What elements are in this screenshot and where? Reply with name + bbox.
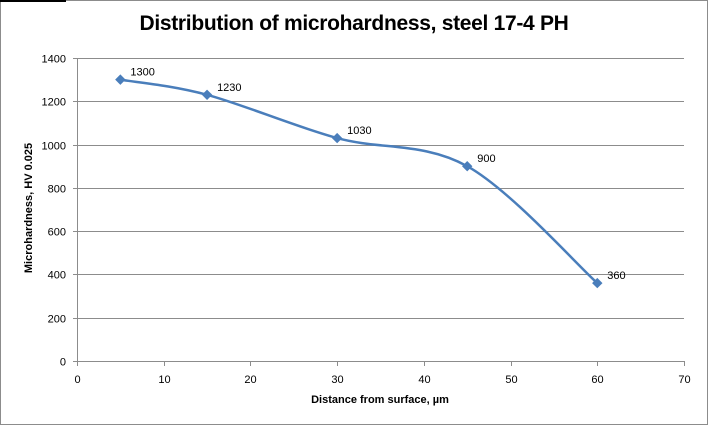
data-label-0: 1300: [130, 67, 154, 79]
data-point-3: [462, 161, 473, 172]
data-label-4: 360: [607, 270, 625, 282]
x-axis-label: Distance from surface, µm: [311, 394, 449, 406]
data-point-4: [592, 277, 603, 289]
x-tick-label-50: 50: [505, 374, 517, 386]
y-tick-label-600: 600: [48, 227, 66, 239]
y-tick-label-800: 800: [48, 184, 66, 196]
y-tick-label-1000: 1000: [42, 141, 66, 153]
data-label-2: 1030: [347, 125, 371, 137]
data-point-1: [201, 89, 213, 100]
y-tick-label-200: 200: [48, 314, 66, 326]
x-tick-label-10: 10: [158, 374, 170, 386]
tick-labels: 0 200 400 600 800 1000 1200 1400 0 10 20 30 40 50 60 70: [42, 54, 691, 387]
x-tick-label-60: 60: [591, 374, 603, 386]
data-label-3: 900: [477, 153, 495, 165]
corner-mark: [0, 0, 66, 2]
y-tick-label-1200: 1200: [42, 97, 66, 109]
data-label-1: 1230: [217, 82, 241, 94]
x-tick-label-20: 20: [244, 374, 256, 386]
y-tick-label-400: 400: [48, 270, 66, 282]
data-point-2: [331, 132, 343, 144]
axes: [73, 58, 685, 366]
y-axis-label: Microhardness, HV 0.025: [23, 143, 35, 273]
y-tick-label-0: 0: [60, 357, 66, 369]
grid-lines: [77, 58, 684, 319]
series-group: [115, 74, 603, 289]
x-tick-label-0: 0: [74, 374, 80, 386]
x-tick-label-70: 70: [678, 374, 690, 386]
x-tick-label-30: 30: [331, 374, 343, 386]
data-point-0: [115, 74, 126, 85]
data-labels: 1300 1230 1030 900 360: [130, 67, 625, 282]
series-line-0: [120, 78, 599, 285]
y-tick-label-1400: 1400: [42, 54, 66, 66]
chart-title: Distribution of microhardness, steel 17-…: [139, 12, 569, 35]
x-tick-label-40: 40: [418, 374, 430, 386]
